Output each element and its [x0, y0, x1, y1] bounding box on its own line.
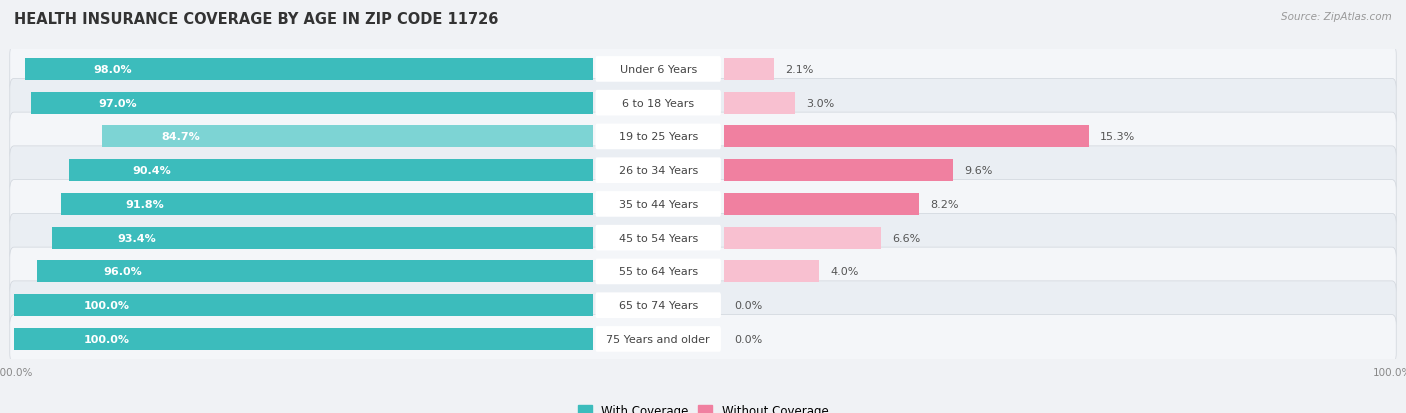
FancyBboxPatch shape — [10, 247, 1396, 296]
Bar — [62, 194, 593, 215]
Text: 55 to 64 Years: 55 to 64 Years — [619, 267, 697, 277]
Bar — [724, 194, 920, 215]
FancyBboxPatch shape — [10, 315, 1396, 363]
Text: Under 6 Years: Under 6 Years — [620, 65, 697, 75]
Text: 100.0%: 100.0% — [83, 300, 129, 311]
Text: 35 to 44 Years: 35 to 44 Years — [619, 199, 697, 209]
FancyBboxPatch shape — [596, 259, 721, 285]
Text: HEALTH INSURANCE COVERAGE BY AGE IN ZIP CODE 11726: HEALTH INSURANCE COVERAGE BY AGE IN ZIP … — [14, 12, 499, 27]
FancyBboxPatch shape — [596, 326, 721, 352]
Bar — [724, 227, 882, 249]
FancyBboxPatch shape — [596, 293, 721, 318]
Bar — [69, 160, 593, 182]
Text: 3.0%: 3.0% — [806, 98, 835, 109]
Bar — [724, 160, 953, 182]
Text: 6.6%: 6.6% — [893, 233, 921, 243]
FancyBboxPatch shape — [596, 225, 721, 251]
Text: 45 to 54 Years: 45 to 54 Years — [619, 233, 697, 243]
Bar — [52, 227, 593, 249]
Text: 15.3%: 15.3% — [1099, 132, 1135, 142]
Text: 90.4%: 90.4% — [132, 166, 172, 176]
Bar — [25, 59, 593, 81]
Text: 98.0%: 98.0% — [94, 65, 132, 75]
Bar — [103, 126, 593, 148]
Text: 2.1%: 2.1% — [785, 65, 813, 75]
Bar — [724, 261, 820, 283]
Text: 93.4%: 93.4% — [117, 233, 156, 243]
FancyBboxPatch shape — [10, 113, 1396, 161]
Text: 19 to 25 Years: 19 to 25 Years — [619, 132, 697, 142]
Text: 97.0%: 97.0% — [98, 98, 138, 109]
FancyBboxPatch shape — [10, 45, 1396, 94]
Text: 8.2%: 8.2% — [931, 199, 959, 209]
Bar — [14, 328, 593, 350]
FancyBboxPatch shape — [10, 147, 1396, 195]
Text: 65 to 74 Years: 65 to 74 Years — [619, 300, 697, 311]
FancyBboxPatch shape — [596, 192, 721, 217]
FancyBboxPatch shape — [596, 158, 721, 183]
Text: 100.0%: 100.0% — [83, 334, 129, 344]
Bar — [724, 93, 796, 114]
Legend: With Coverage, Without Coverage: With Coverage, Without Coverage — [572, 399, 834, 413]
FancyBboxPatch shape — [10, 79, 1396, 128]
Bar — [14, 294, 593, 316]
Text: 4.0%: 4.0% — [830, 267, 859, 277]
Text: 75 Years and older: 75 Years and older — [606, 334, 710, 344]
Text: 0.0%: 0.0% — [735, 300, 763, 311]
FancyBboxPatch shape — [10, 281, 1396, 330]
FancyBboxPatch shape — [10, 180, 1396, 229]
FancyBboxPatch shape — [596, 124, 721, 150]
Text: 0.0%: 0.0% — [735, 334, 763, 344]
Text: 96.0%: 96.0% — [104, 267, 142, 277]
Text: 91.8%: 91.8% — [125, 199, 165, 209]
Text: 6 to 18 Years: 6 to 18 Years — [621, 98, 695, 109]
Bar — [724, 126, 1088, 148]
Bar — [37, 261, 593, 283]
FancyBboxPatch shape — [10, 214, 1396, 262]
Text: 84.7%: 84.7% — [162, 132, 200, 142]
Text: Source: ZipAtlas.com: Source: ZipAtlas.com — [1281, 12, 1392, 22]
Text: 26 to 34 Years: 26 to 34 Years — [619, 166, 697, 176]
Bar — [724, 59, 773, 81]
Text: 9.6%: 9.6% — [965, 166, 993, 176]
FancyBboxPatch shape — [596, 57, 721, 83]
FancyBboxPatch shape — [596, 90, 721, 116]
Bar — [31, 93, 593, 114]
